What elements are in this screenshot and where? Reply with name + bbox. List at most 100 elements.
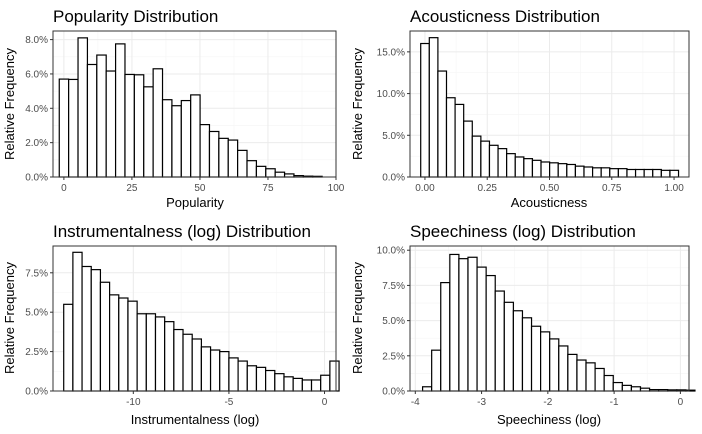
histogram-bar bbox=[531, 159, 542, 178]
histogram-bar bbox=[567, 353, 578, 392]
histogram-bar bbox=[454, 103, 465, 178]
histogram-bar bbox=[514, 156, 525, 178]
histogram-bar bbox=[467, 256, 478, 392]
histogram-bar bbox=[600, 167, 611, 178]
histogram-bar bbox=[283, 376, 294, 392]
x-axis-label: Acousticness bbox=[511, 195, 588, 210]
histogram-bar bbox=[617, 168, 628, 178]
histogram-bar bbox=[594, 367, 605, 392]
x-tick-label: 0.25 bbox=[477, 183, 497, 194]
y-axis-label: Relative Frequency bbox=[2, 48, 17, 160]
y-tick-label: 0.0% bbox=[25, 173, 48, 184]
histogram-bar bbox=[494, 290, 505, 392]
histogram-bar bbox=[227, 139, 239, 178]
histogram-bar bbox=[301, 379, 313, 392]
x-axis-ticks: -4 -3 -2 -1 0 bbox=[411, 391, 684, 408]
x-axis-label: Popularity bbox=[166, 195, 224, 210]
x-tick-label: 75 bbox=[262, 183, 274, 194]
x-axis-ticks: 0.00 0.25 0.50 0.75 1.00 bbox=[415, 177, 684, 194]
histogram-bar bbox=[180, 99, 192, 178]
histogram-bar bbox=[81, 265, 92, 392]
panel-instrumentalness: Instrumentalness (log) Distribution -10-… bbox=[2, 222, 340, 427]
histogram-bar bbox=[440, 282, 451, 392]
histogram-bar bbox=[265, 369, 276, 392]
histogram-bar bbox=[114, 43, 126, 178]
x-tick-label: 0.75 bbox=[602, 183, 622, 194]
y-tick-label: 15.0% bbox=[377, 47, 405, 58]
y-axis-label: Relative Frequency bbox=[350, 48, 365, 160]
y-tick-label: 2.5% bbox=[25, 347, 48, 358]
histogram-bar bbox=[199, 124, 211, 178]
chart-title: Popularity Distribution bbox=[53, 7, 218, 26]
histogram-bar bbox=[463, 120, 473, 178]
histogram-bar bbox=[208, 130, 220, 178]
histogram-bar bbox=[669, 169, 680, 178]
plot-frame bbox=[52, 30, 337, 178]
histogram-bar bbox=[476, 266, 487, 392]
y-axis-ticks: 0.0% 2.5% 5.0% 7.5% bbox=[25, 268, 53, 398]
x-axis-label: Speechiness (log) bbox=[497, 412, 601, 427]
y-tick-label: 7.5% bbox=[382, 281, 405, 292]
y-tick-label: 6.0% bbox=[25, 69, 48, 80]
x-tick-label: 0.50 bbox=[540, 183, 560, 194]
histogram-bar bbox=[549, 162, 559, 178]
histogram-bar bbox=[152, 68, 164, 178]
chart-title: Acousticness Distribution bbox=[410, 7, 600, 26]
histogram-bar bbox=[143, 86, 154, 178]
histogram-bar bbox=[191, 338, 202, 392]
histogram-bar bbox=[310, 379, 322, 392]
histogram-bar bbox=[585, 362, 596, 392]
histogram-bar bbox=[540, 331, 551, 392]
y-axis-ticks: 0.0% 2.0% 4.0% 6.0% 8.0% bbox=[25, 35, 53, 184]
histogram-bar bbox=[660, 169, 671, 178]
x-tick-label: 1.00 bbox=[664, 183, 684, 194]
histogram-bar bbox=[530, 325, 542, 392]
histogram-bar bbox=[566, 163, 577, 178]
histogram-bar bbox=[171, 105, 182, 178]
histogram-bar bbox=[591, 167, 602, 178]
histogram-bar bbox=[523, 158, 534, 178]
x-axis-ticks: -10 -5 0 bbox=[126, 391, 328, 408]
histogram-bar bbox=[609, 168, 619, 178]
histogram-bar bbox=[209, 349, 221, 392]
histogram-bar bbox=[219, 350, 230, 392]
histogram-bar bbox=[485, 274, 496, 392]
histogram-bar bbox=[320, 374, 331, 392]
histogram-bar bbox=[190, 94, 201, 178]
x-tick-label: 0 bbox=[322, 397, 328, 408]
histogram-bar bbox=[449, 253, 460, 392]
x-axis-ticks: 0 25 50 75 100 bbox=[61, 177, 345, 194]
x-tick-label: -3 bbox=[477, 397, 486, 408]
histogram-bar bbox=[428, 37, 439, 178]
histogram-bar bbox=[136, 313, 147, 392]
histogram-bar bbox=[626, 168, 637, 178]
x-tick-label: -5 bbox=[224, 397, 233, 408]
y-axis-ticks: 0.0% 5.0% 10.0% 15.0% bbox=[377, 47, 410, 184]
plot-frame bbox=[52, 245, 337, 392]
histogram-bar bbox=[329, 360, 340, 392]
y-tick-label: 0.0% bbox=[382, 173, 405, 184]
histogram-bar bbox=[63, 303, 74, 392]
x-tick-label: 0.00 bbox=[415, 183, 435, 194]
histogram-bar bbox=[173, 328, 184, 392]
histogram-bar bbox=[292, 377, 303, 392]
histogram-bar bbox=[497, 148, 508, 178]
y-tick-label: 2.0% bbox=[25, 138, 48, 149]
histogram-bar bbox=[68, 78, 79, 178]
histogram-bar bbox=[488, 144, 499, 178]
histogram-bar bbox=[145, 313, 157, 392]
histogram-bar bbox=[99, 281, 111, 392]
x-tick-label: 0 bbox=[61, 183, 67, 194]
panel-popularity: Popularity Distribution 0 25 50 75 100 0.0% 2… bbox=[2, 7, 345, 210]
y-tick-label: 2.5% bbox=[382, 351, 405, 362]
histogram-bar bbox=[503, 301, 514, 392]
histogram-bar bbox=[558, 345, 569, 392]
histogram-bar bbox=[471, 135, 482, 178]
x-tick-label: 50 bbox=[194, 183, 206, 194]
histogram-bar bbox=[274, 373, 285, 392]
x-tick-label: 100 bbox=[328, 183, 345, 194]
y-tick-label: 0.0% bbox=[25, 387, 48, 398]
y-axis-label: Relative Frequency bbox=[2, 262, 17, 374]
histogram-bar bbox=[643, 168, 654, 178]
